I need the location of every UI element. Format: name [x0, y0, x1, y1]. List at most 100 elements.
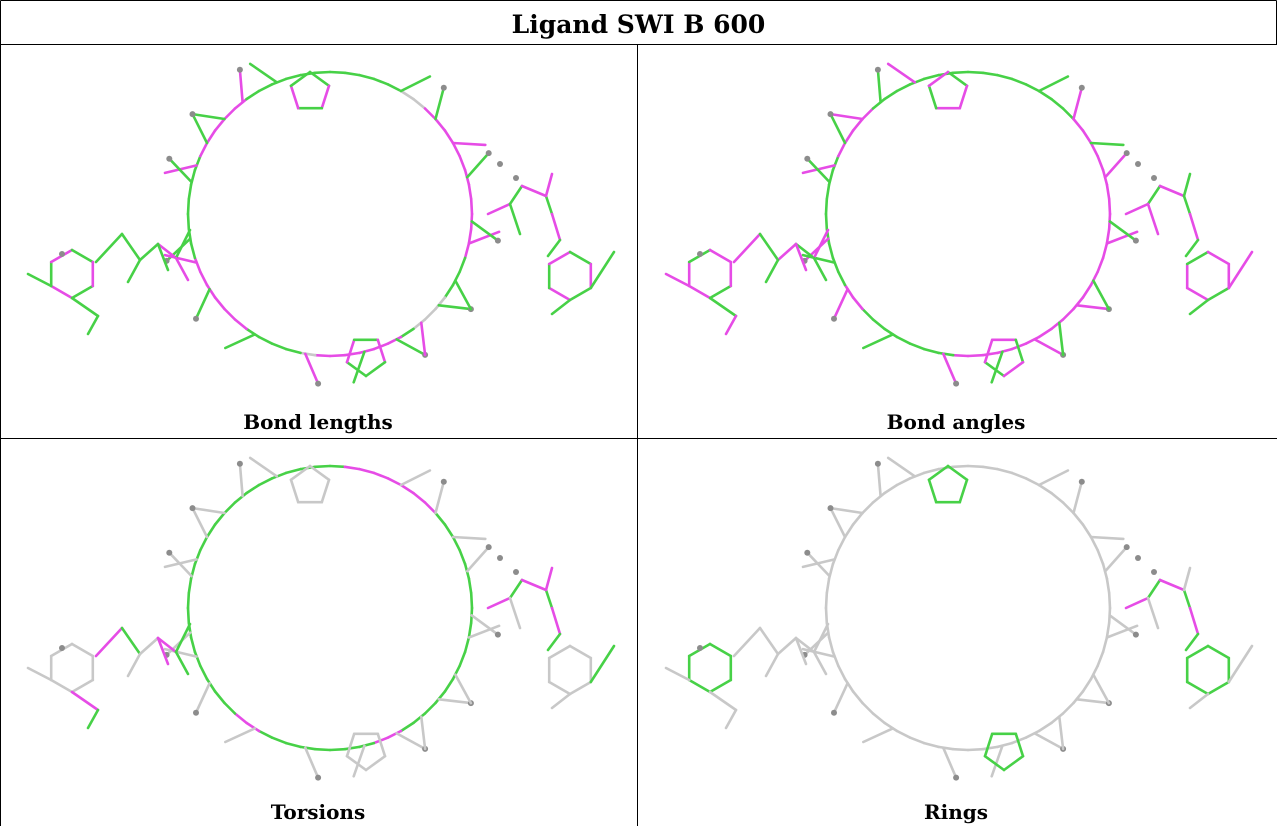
substituent-bond — [470, 614, 500, 636]
left-methyl-bond — [724, 314, 738, 336]
macrocycle-bond — [1096, 548, 1105, 566]
macrocycle-bond — [213, 296, 226, 311]
hydrogen-atom — [1132, 631, 1139, 638]
macrocycle-bond — [883, 483, 899, 495]
macrocycle-bond — [412, 318, 427, 331]
macrocycle-bond — [451, 141, 462, 158]
left-chain-bond — [156, 242, 178, 260]
substituent-bond — [806, 157, 831, 184]
left-aromatic-bond — [708, 642, 733, 658]
macrocycle-bond — [412, 712, 427, 725]
substituent-bond — [876, 68, 882, 104]
hydrogen-atom — [494, 631, 501, 638]
left-aromatic-bond — [70, 678, 95, 694]
hydrogen-atom — [315, 380, 322, 387]
left-chain-bond — [812, 650, 828, 676]
macrocycle-bond — [1037, 89, 1053, 101]
left-methyl-bond — [70, 690, 100, 712]
left-methyl-bond — [26, 666, 53, 682]
macrocycle-bond — [299, 745, 317, 751]
macrocycle-bond — [443, 677, 455, 693]
macrocycle-bond — [951, 464, 970, 469]
macrocycle-bond — [831, 154, 840, 172]
hydrogen-atom — [1123, 544, 1130, 551]
macrocycle-bond — [467, 621, 473, 639]
macrocycle-bond — [837, 141, 847, 158]
macrocycle-bond — [1101, 242, 1109, 260]
macrocycle-bond — [1105, 227, 1111, 245]
substituent-bond — [248, 62, 279, 84]
right-chain-bond — [1124, 596, 1150, 610]
bottom-ring-bond — [345, 360, 368, 378]
substituent-bond — [1057, 321, 1065, 357]
macrocycle-bond — [189, 242, 197, 260]
substituent-bond — [454, 673, 473, 705]
macrocycle-bond — [908, 471, 926, 480]
left-aromatic-bond — [708, 678, 733, 694]
macrocycle-bond — [1105, 621, 1111, 639]
left-aromatic-bond — [687, 284, 712, 300]
macrocycle-bond — [313, 353, 332, 358]
macrocycle-bond — [205, 283, 217, 299]
hydrogen-atom — [827, 111, 834, 118]
bottom-ring-bond — [364, 360, 387, 378]
substituent-bond — [990, 744, 1004, 778]
macrocycle-bond — [981, 465, 999, 471]
caption-bond-lengths: Bond lengths — [243, 410, 393, 434]
right-methyl-bond — [1227, 250, 1254, 290]
right-chain-bond — [1158, 578, 1186, 592]
left-chain-bond — [174, 650, 190, 676]
macrocycle-bond — [922, 467, 940, 475]
right-aromatic-bond — [1206, 250, 1231, 266]
macrocycle-bond — [328, 70, 347, 75]
hydrogen-atom — [831, 709, 837, 716]
left-methyl-bond — [664, 272, 691, 288]
bottom-ring-bond — [345, 754, 368, 772]
macrocycle-bond — [328, 747, 347, 752]
macrocycle-bond — [245, 483, 261, 495]
top-ring-bond — [289, 478, 300, 504]
substituent-bond — [465, 151, 491, 179]
top-ring-bond — [289, 464, 312, 482]
macrocycle-bond — [313, 464, 332, 469]
macrocycle-bond — [386, 335, 403, 346]
macrocycle-bond — [399, 721, 415, 733]
substituent-bond — [437, 303, 473, 311]
macrocycle-bond — [1105, 577, 1111, 595]
hydrogen-atom — [193, 709, 199, 716]
macrocycle-bond — [257, 729, 274, 740]
macrocycle-bond — [951, 747, 970, 752]
macrocycle-bond — [443, 283, 455, 299]
macrocycle-bond — [827, 242, 835, 260]
macrocycle-bond — [399, 89, 415, 101]
macrocycle-bond — [861, 701, 875, 715]
macrocycle-bond — [386, 82, 403, 93]
substituent-bond — [434, 480, 446, 515]
macrocycle-bond — [1024, 729, 1041, 740]
substituent-bond — [1033, 732, 1065, 751]
substituent-bond — [437, 697, 473, 705]
substituent-bond — [168, 551, 193, 578]
macrocycle-bond — [843, 523, 855, 539]
macrocycle-bond — [358, 73, 376, 81]
top-ring-bond — [946, 70, 969, 88]
bottom-ring-bond — [983, 754, 1006, 772]
panel-bond-angles — [664, 62, 1254, 387]
macrocycle-bond — [467, 227, 473, 245]
substituent-bond — [465, 545, 491, 573]
macrocycle-bond — [213, 117, 226, 132]
macrocycle-bond — [458, 256, 467, 274]
hydrogen-atom — [440, 84, 447, 91]
macrocycle-bond — [434, 690, 447, 705]
macrocycle-bond — [871, 491, 886, 504]
macrocycle-bond — [193, 154, 202, 172]
substituent-bond — [990, 350, 1004, 384]
macrocycle-bond — [871, 318, 886, 331]
left-chain-bond — [126, 258, 142, 284]
macrocycle-bond — [1096, 154, 1105, 172]
substituent-bond — [434, 86, 446, 121]
left-chain-bond — [156, 636, 170, 666]
hydrogen-atom — [1135, 161, 1141, 167]
left-aromatic-bond — [708, 248, 733, 264]
right-methyl-bond — [1188, 298, 1210, 316]
